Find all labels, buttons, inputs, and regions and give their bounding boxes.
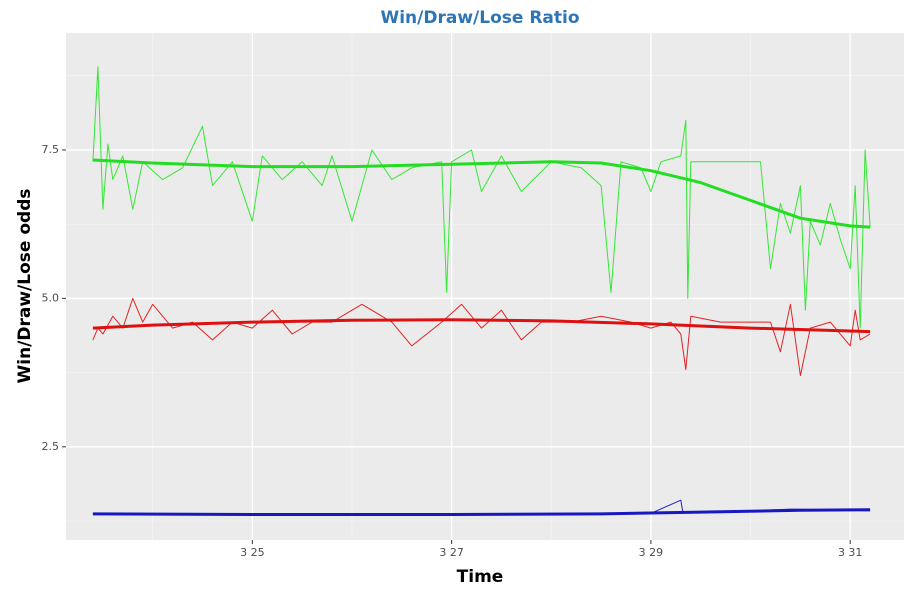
plot-panel: [66, 33, 904, 540]
y-tick-label: 2.5: [42, 440, 60, 453]
series-line: [92, 66, 871, 329]
x-tick-label: 3 31: [838, 546, 863, 559]
x-tick-label: 3 27: [439, 546, 464, 559]
trend-line: [92, 508, 871, 516]
y-tick-label: 7.5: [42, 143, 60, 156]
x-axis-label: Time: [457, 567, 504, 587]
x-tick-label: 3 25: [240, 546, 265, 559]
trend-line: [92, 318, 871, 334]
chart-title: Win/Draw/Lose Ratio: [380, 8, 579, 28]
y-tick-label: 5.0: [42, 291, 60, 304]
y-axis-label: Win/Draw/Lose odds: [15, 189, 35, 384]
grid: [66, 33, 904, 540]
series-line: [92, 297, 871, 377]
x-tick-label: 3 29: [639, 546, 664, 559]
trend-line: [92, 158, 871, 229]
lines: [92, 66, 871, 516]
